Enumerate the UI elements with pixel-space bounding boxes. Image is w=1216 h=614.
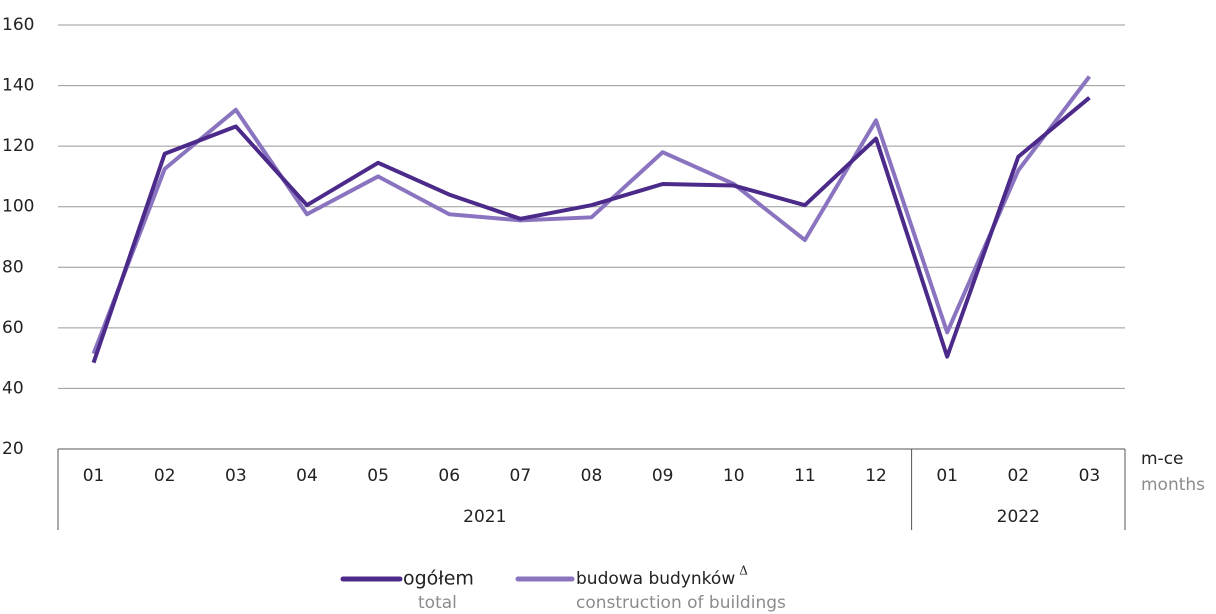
legend-label: ogółem (403, 568, 474, 590)
x-tick-label: 03 (1079, 466, 1101, 486)
y-tick-label: 120 (2, 136, 34, 156)
year-label: 2021 (463, 507, 506, 527)
x-tick-label: 10 (723, 466, 745, 486)
x-tick-label: 02 (1007, 466, 1029, 486)
x-tick-label: 07 (510, 466, 532, 486)
x-tick-label: 04 (296, 466, 318, 486)
x-tick-label: 03 (225, 466, 247, 486)
y-tick-label: 80 (2, 257, 24, 277)
y-tick-label: 40 (2, 378, 24, 398)
y-tick-label: 160 (2, 15, 34, 35)
x-tick-label: 01 (83, 466, 105, 486)
legend-label: budowa budynków (576, 569, 735, 589)
x-tick-label: 01 (936, 466, 958, 486)
x-tick-label: 12 (865, 466, 887, 486)
x-tick-label: 08 (581, 466, 603, 486)
y-tick-label: 140 (2, 76, 34, 96)
year-label: 2022 (997, 507, 1040, 527)
series-line (91, 75, 1092, 355)
legend-marker: Δ (739, 564, 748, 578)
x-tick-label: 02 (154, 466, 176, 486)
y-tick-label: 20 (2, 439, 24, 459)
legend-label-en: total (418, 593, 457, 613)
x-tick-label: 09 (652, 466, 674, 486)
y-tick-label: 100 (2, 197, 34, 217)
x-axis-label-en: months (1141, 475, 1205, 495)
y-tick-label: 60 (2, 318, 24, 338)
x-axis-label: m-ce (1141, 449, 1184, 469)
series-line (91, 96, 1091, 364)
x-tick-label: 05 (367, 466, 389, 486)
x-tick-label: 06 (438, 466, 460, 486)
legend-label-en: construction of buildings (576, 593, 786, 613)
x-tick-label: 11 (794, 466, 816, 486)
